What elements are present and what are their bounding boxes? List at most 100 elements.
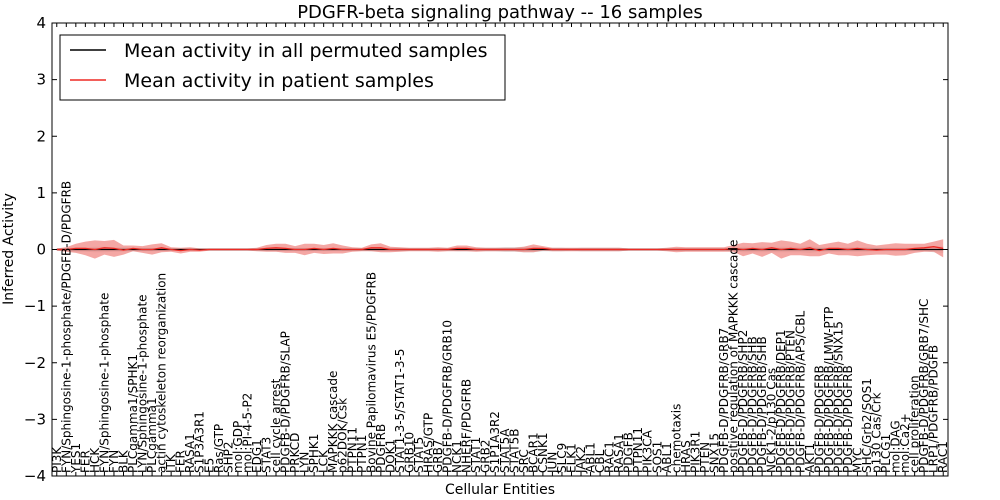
x-entity-label: mol:DAG bbox=[889, 420, 903, 473]
x-entity-label: LCK bbox=[317, 449, 331, 473]
x-entity-label: SNX15 bbox=[708, 433, 722, 473]
x-entity-label: ITK bbox=[164, 453, 178, 473]
x-entity-label: mol:Ca2+ bbox=[898, 413, 912, 473]
x-entity-label: PDGFB-D/PDGFRB/GRB7 bbox=[717, 328, 731, 473]
x-entity-label: MYC bbox=[850, 448, 864, 473]
x-entity-label: chemotaxis bbox=[669, 404, 683, 473]
x-entity-label: PDGFRB bbox=[374, 424, 388, 473]
x-entity-label: PDGFB-D/PDGFRB/GRB7/SHC bbox=[917, 299, 931, 473]
x-entity-label: RASA1 bbox=[612, 433, 626, 473]
y-tick-label: 1 bbox=[36, 184, 46, 202]
x-entity-label: BCAR1 bbox=[526, 432, 540, 473]
chart-title: PDGFR-beta signaling pathway -- 16 sampl… bbox=[297, 2, 703, 23]
x-entity-label: SHP2 bbox=[221, 441, 235, 473]
x-entity-label: EDG1 bbox=[250, 439, 264, 473]
x-entity-label: PDGFB-D/PDGFRB/APS/CBL bbox=[793, 310, 807, 473]
x-entity-label: NHERF/PDGFRB bbox=[460, 379, 474, 473]
y-axis-title: Inferred Activity bbox=[1, 193, 17, 305]
x-entity-label: LYN/Sphingosine-1-phosphate bbox=[136, 294, 150, 473]
x-entity-label: RASA1 bbox=[183, 433, 197, 473]
y-tick-label: −1 bbox=[24, 297, 46, 315]
x-entity-label: LYN bbox=[298, 452, 312, 473]
x-entity-label: PLCgamma1 bbox=[145, 397, 159, 473]
x-entity-label: mol:GDP bbox=[231, 421, 245, 473]
x-entity-label: mol:PI-4-5-P2 bbox=[240, 393, 254, 473]
x-entity-label: RAC1 bbox=[603, 441, 617, 473]
x-entity-label: cell cycle arrest bbox=[269, 378, 283, 473]
x-entity-label: ELK1 bbox=[565, 443, 579, 473]
x-entity-label: PIK3R1 bbox=[688, 431, 702, 473]
x-entity-label: PIK3CA bbox=[641, 429, 655, 473]
plot-area: 43210−1−2−3−4PI3KFYN/Sphingosine-1-phosp… bbox=[24, 14, 950, 485]
x-entity-label: PDGFB-D/PDGFRB/DEP1 bbox=[774, 329, 788, 473]
x-entity-label: PDGFB-D/PDGFRB/LMW-PTP bbox=[822, 307, 836, 473]
x-entity-label: Ras/GTP bbox=[212, 424, 226, 473]
x-entity-label: PDGFB-D/PDGFRB/GRB10 bbox=[441, 320, 455, 473]
x-entity-label: PTEN bbox=[698, 442, 712, 473]
x-entity-label: STAT1 bbox=[469, 437, 483, 473]
x-entity-label: S1P3A3R1 bbox=[193, 411, 207, 473]
x-entity-label: PDGFB-D/PDGFRB/SHB bbox=[755, 336, 769, 473]
x-entity-label: PRKCD bbox=[288, 433, 302, 473]
x-entity-label: NCK1-2/p130 Cas bbox=[765, 368, 779, 473]
x-entity-label: AKT1 bbox=[803, 443, 817, 473]
x-entity-label: FYN bbox=[107, 450, 121, 473]
x-entity-label: ABL1 bbox=[660, 442, 674, 473]
x-entity-label: PDGFB-D/PDGFRB/SNX15 bbox=[831, 321, 845, 473]
patient-series-line bbox=[56, 246, 944, 252]
x-entity-label: PTPN1 bbox=[355, 435, 369, 473]
x-entity-label: ABL1 bbox=[584, 442, 598, 473]
x-entity-label: STAT5B bbox=[507, 429, 521, 474]
x-entity-label: actin cytoskeleton reorganization bbox=[155, 273, 169, 473]
x-entity-label: BLK bbox=[117, 449, 131, 473]
x-entity-label: GRB2 bbox=[479, 439, 493, 473]
x-entity-label: CBL bbox=[593, 449, 607, 473]
x-entity-label: SOS1 bbox=[650, 441, 664, 473]
x-entity-label: JAK2 bbox=[574, 446, 588, 474]
x-entity-label: GRB10 bbox=[402, 432, 416, 473]
x-entity-label: DOK1 bbox=[383, 439, 397, 473]
y-tick-label: 4 bbox=[36, 14, 46, 32]
x-entity-label: PDGFB bbox=[622, 432, 636, 473]
x-entity-label: p130 Cas/Crk bbox=[870, 392, 884, 473]
x-entity-label: FER bbox=[78, 450, 92, 473]
x-entity-label: PDGFB-D/PDGFRB bbox=[841, 365, 855, 473]
x-entity-label: cell proliferation bbox=[908, 375, 922, 473]
x-entity-label: FYN/Sphingosine-1-phosphate bbox=[97, 293, 111, 473]
x-entity-label: PDGFB-D/PDGFRB bbox=[812, 365, 826, 473]
legend-box bbox=[59, 34, 506, 101]
x-entity-label: PTPN11 bbox=[345, 427, 359, 473]
x-entity-label: PTPN11 bbox=[631, 427, 645, 473]
legend: Mean activity in all permuted samples Me… bbox=[59, 34, 506, 101]
x-entity-label: STAT5 bbox=[412, 437, 426, 473]
x-entity-label: PLCgamma1/SPHK1 bbox=[126, 354, 140, 473]
x-entity-label: PDGFB-D/PDGFRB/SHP2 bbox=[736, 330, 750, 473]
legend-label-patient: Mean activity in patient samples bbox=[124, 70, 434, 92]
x-entity-label: PDGFB-D/PDGFRB/SLAP bbox=[279, 331, 293, 473]
x-entity-label: PDGFB-D/PDGFRB/PTEN bbox=[784, 330, 798, 473]
x-entity-label: Bovine Papilomavirus E5/PDGFRB bbox=[364, 272, 378, 473]
x-entity-label: S1P1A3R2 bbox=[488, 411, 502, 473]
x-entity-label: SPHK1 bbox=[307, 434, 321, 473]
x-entity-label: NCK1 bbox=[450, 440, 464, 473]
y-tick-label: 0 bbox=[36, 241, 46, 259]
x-entity-label: E5 bbox=[202, 458, 216, 473]
x-entity-label: HRAS/GTP bbox=[422, 413, 436, 473]
x-entity-label: MAPKKK cascade bbox=[326, 371, 340, 473]
x-entity-label: CSNK1 bbox=[536, 433, 550, 473]
x-entity-label: positive regulation of MAPKKK cascade bbox=[727, 240, 741, 473]
x-entity-label: YES1 bbox=[69, 443, 83, 474]
x-entity-label: PI3K bbox=[50, 446, 64, 473]
x-entity-label: HRAS bbox=[679, 440, 693, 473]
x-entity-label: STAT5A bbox=[498, 428, 512, 473]
x-entity-label: STAT3 bbox=[260, 437, 274, 473]
x-entity-label: FER bbox=[174, 450, 188, 473]
x-axis-title: Cellular Entities bbox=[445, 482, 555, 498]
x-entity-label: JUN bbox=[545, 452, 559, 474]
x-entity-label: HCK bbox=[88, 447, 102, 473]
x-entity-label: SLC9 bbox=[555, 443, 569, 473]
x-entity-label: LRP1/PDGFRB/PDGFB bbox=[927, 345, 941, 473]
x-entity-label: PLCG1 bbox=[879, 434, 893, 473]
y-tick-label: −3 bbox=[24, 410, 46, 428]
